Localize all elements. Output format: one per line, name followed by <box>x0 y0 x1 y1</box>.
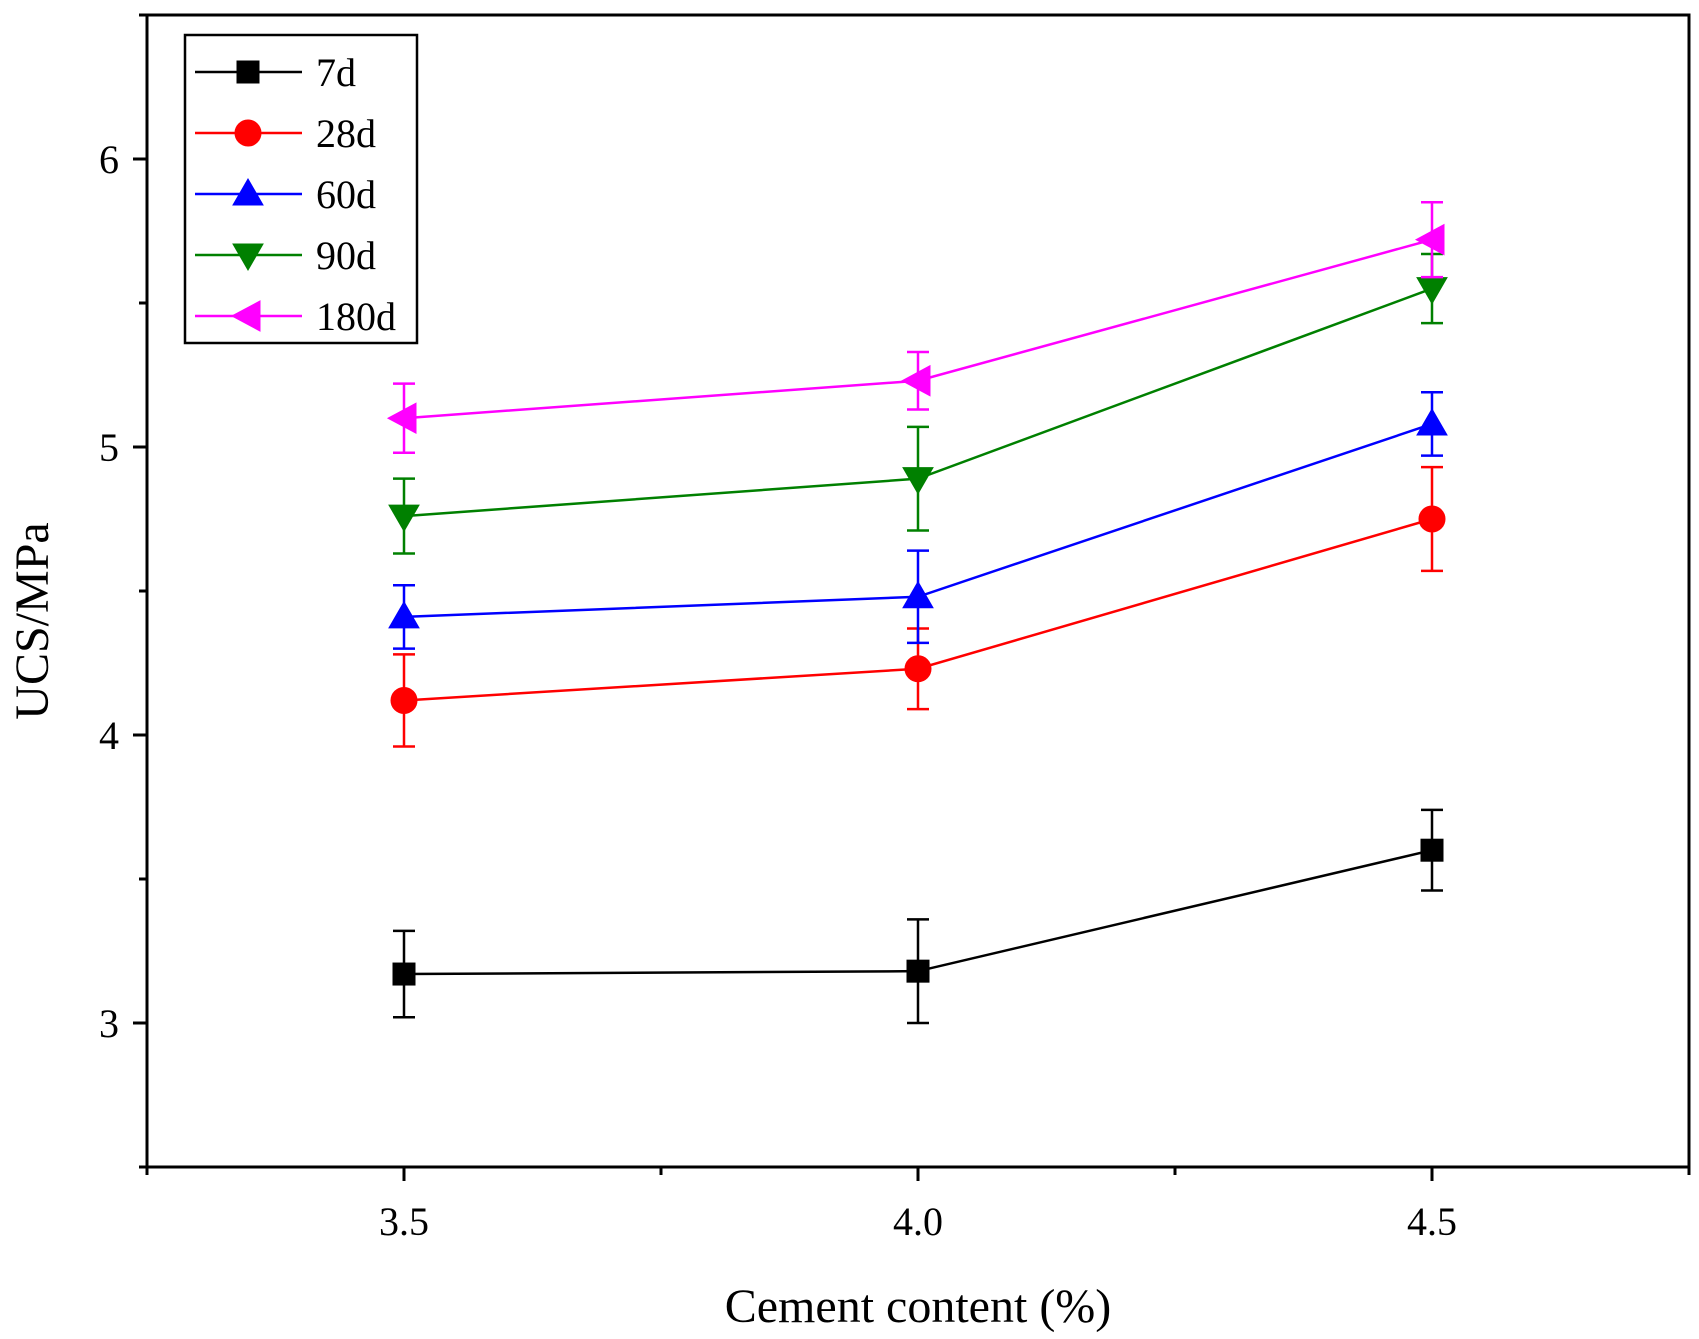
legend-entry-28d: 28d <box>195 111 376 156</box>
legend-marker <box>236 60 260 84</box>
y-tick-label: 6 <box>99 137 119 182</box>
data-point-90d <box>1416 277 1448 305</box>
data-point-180d <box>386 402 417 435</box>
legend-entry-180d: 180d <box>195 294 396 339</box>
series-180d <box>386 200 1445 455</box>
x-tick-label: 4.0 <box>893 1199 943 1244</box>
data-point-28d <box>390 686 418 714</box>
legend-label: 7d <box>316 50 356 95</box>
y-tick-label: 4 <box>99 713 119 758</box>
data-point-60d <box>388 600 420 629</box>
x-tick-label: 4.5 <box>1407 1199 1457 1244</box>
legend-entry-90d: 90d <box>195 233 376 278</box>
legend-entry-7d: 7d <box>195 50 356 95</box>
legend-label: 28d <box>316 111 376 156</box>
legend-label: 60d <box>316 172 376 217</box>
data-point-60d <box>902 580 934 609</box>
data-point-7d <box>906 959 930 983</box>
legend-marker <box>234 119 262 147</box>
legend-marker <box>232 177 264 206</box>
data-point-180d <box>900 364 931 397</box>
data-point-7d <box>1420 838 1444 862</box>
data-point-7d <box>392 962 416 986</box>
legend-label: 90d <box>316 233 376 278</box>
x-axis-ticks: 3.5 4.0 4.5 <box>145 1167 1691 1244</box>
y-tick-label: 3 <box>99 1001 119 1046</box>
y-axis-title: UCS/MPa <box>6 522 59 719</box>
data-point-28d <box>904 655 932 683</box>
legend-entry-60d: 60d <box>195 172 376 217</box>
legend: 7d 28d 60d 90d 180d <box>183 33 419 345</box>
legend-label: 180d <box>316 294 396 339</box>
data-point-180d <box>1414 223 1445 256</box>
series-layer <box>386 200 1448 1025</box>
legend-box <box>183 33 419 345</box>
x-tick-label: 3.5 <box>379 1199 429 1244</box>
x-axis-title: Cement content (%) <box>725 1280 1112 1333</box>
y-axis-ticks: 3 4 5 6 <box>99 13 147 1169</box>
series-7d <box>392 808 1444 1025</box>
data-point-60d <box>1416 407 1448 436</box>
legend-marker <box>232 243 264 272</box>
data-point-90d <box>902 467 934 495</box>
series-90d <box>388 252 1448 555</box>
data-point-90d <box>388 504 420 533</box>
data-point-28d <box>1418 505 1446 533</box>
series-28d <box>390 465 1446 748</box>
legend-marker <box>230 300 261 332</box>
series-60d <box>388 391 1448 650</box>
y-tick-label: 5 <box>99 425 119 470</box>
